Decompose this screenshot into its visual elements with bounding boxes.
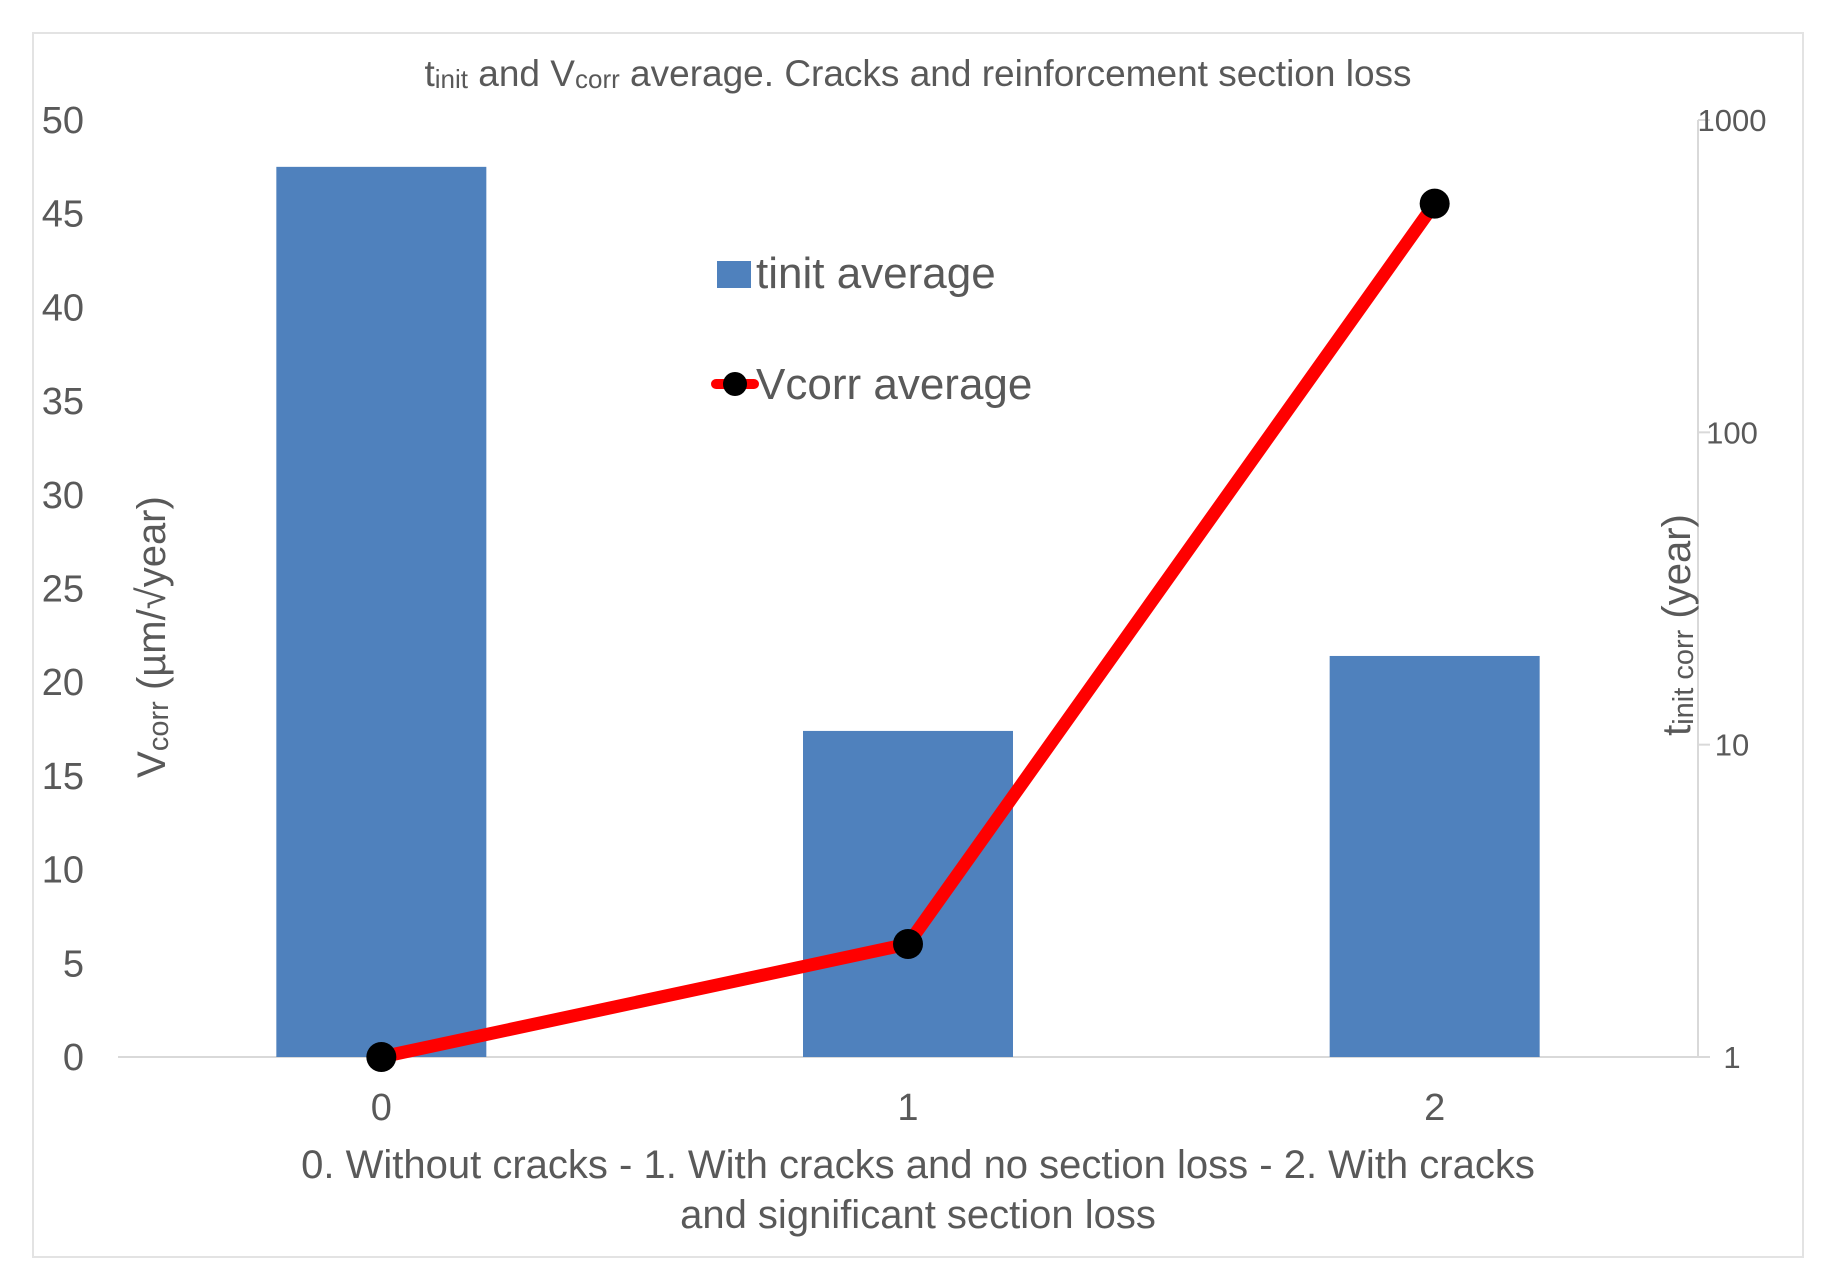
right-tick-label: 1000 [1698, 103, 1767, 138]
right-tick-label: 1 [1723, 1040, 1740, 1075]
left-tick-label: 40 [42, 287, 84, 329]
legend: tinit average Vcorr average [711, 249, 1032, 409]
right-axis-ticks: 1 10 100 1000 [1698, 103, 1767, 1075]
vcorr-point-1 [893, 929, 923, 960]
x-axis-ticks: 0 1 2 [371, 1087, 1445, 1129]
bar-series [276, 166, 1540, 1058]
y-axis-right-title: tinit corr (year) [1655, 514, 1700, 736]
x-tick-label: 2 [1424, 1087, 1445, 1129]
y-axis-left-title: Vcorr (µm/√year) [130, 496, 175, 778]
vcorr-point-2 [1419, 188, 1450, 219]
right-tick-label: 10 [1715, 728, 1749, 763]
legend-line-marker [723, 372, 747, 396]
legend-line-label: Vcorr average [756, 360, 1032, 409]
left-tick-label: 35 [42, 381, 84, 423]
chart-title: tinit and Vcorr average. Cracks and rein… [424, 53, 1411, 94]
x-axis-title-line-2: and significant section loss [680, 1193, 1156, 1237]
line-series [366, 188, 1450, 1072]
x-tick-label: 1 [897, 1087, 918, 1129]
bar-0 [276, 166, 487, 1058]
left-tick-label: 30 [42, 475, 84, 517]
left-tick-label: 10 [42, 850, 84, 892]
left-axis-ticks: 0 5 10 15 20 25 30 35 40 45 50 [42, 100, 84, 1079]
bar-2 [1329, 655, 1540, 1057]
x-axis-title-line-1: 0. Without cracks - 1. With cracks and n… [301, 1143, 1535, 1187]
left-tick-label: 0 [63, 1037, 84, 1079]
legend-bar-swatch [717, 261, 751, 288]
bar-1 [803, 730, 1013, 1057]
vcorr-point-0 [366, 1042, 397, 1072]
x-tick-label: 0 [371, 1087, 392, 1129]
left-tick-label: 45 [42, 194, 84, 236]
legend-bar-label: tinit average [756, 249, 996, 298]
left-tick-label: 50 [42, 100, 84, 142]
left-tick-label: 25 [42, 569, 84, 611]
left-tick-label: 15 [42, 756, 84, 798]
right-tick-label: 100 [1706, 415, 1758, 450]
left-tick-label: 20 [42, 662, 84, 704]
left-tick-label: 5 [63, 943, 84, 985]
